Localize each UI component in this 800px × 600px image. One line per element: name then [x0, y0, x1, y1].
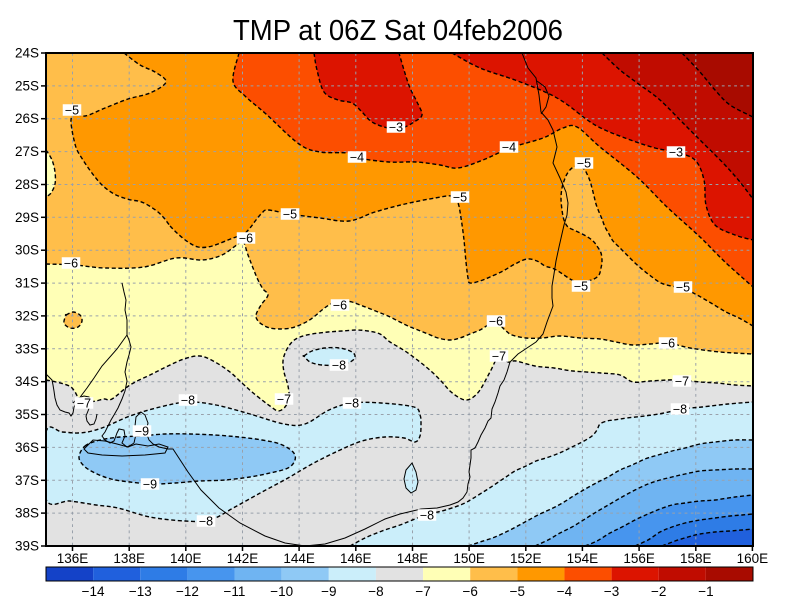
svg-text:−8: −8 [673, 402, 687, 416]
svg-text:138E: 138E [113, 551, 145, 566]
svg-text:34S: 34S [15, 374, 39, 389]
svg-text:−9: −9 [135, 424, 149, 438]
svg-text:−8: −8 [420, 508, 434, 522]
svg-text:−8: −8 [199, 514, 213, 528]
svg-text:156E: 156E [623, 551, 655, 566]
svg-text:140E: 140E [170, 551, 202, 566]
svg-text:26S: 26S [15, 111, 39, 126]
svg-text:−8: −8 [345, 396, 359, 410]
svg-text:−13: −13 [129, 584, 152, 599]
svg-text:−3: −3 [389, 120, 403, 134]
svg-text:−6: −6 [661, 336, 675, 350]
svg-text:150E: 150E [453, 551, 485, 566]
svg-text:−5: −5 [283, 207, 297, 221]
svg-text:−6: −6 [462, 584, 477, 599]
svg-text:−4: −4 [557, 584, 573, 599]
svg-text:−5: −5 [676, 280, 690, 294]
svg-text:31S: 31S [15, 276, 39, 291]
svg-text:−9: −9 [143, 477, 157, 491]
svg-text:24S: 24S [15, 46, 39, 61]
svg-text:27S: 27S [15, 144, 39, 159]
svg-text:−6: −6 [64, 256, 78, 270]
svg-text:−8: −8 [332, 358, 346, 372]
svg-text:−9: −9 [321, 584, 336, 599]
svg-text:−6: −6 [333, 298, 347, 312]
svg-text:32S: 32S [15, 308, 39, 323]
svg-text:160E: 160E [737, 551, 769, 566]
svg-text:TMP at 06Z Sat 04feb2006: TMP at 06Z Sat 04feb2006 [233, 15, 563, 47]
svg-text:158E: 158E [680, 551, 712, 566]
svg-text:−5: −5 [453, 190, 467, 204]
svg-text:33S: 33S [15, 341, 39, 356]
svg-text:136E: 136E [57, 551, 89, 566]
svg-text:−7: −7 [415, 584, 430, 599]
svg-text:−7: −7 [277, 392, 291, 406]
svg-text:−7: −7 [492, 349, 506, 363]
svg-text:38S: 38S [15, 506, 39, 521]
svg-text:146E: 146E [340, 551, 372, 566]
svg-text:−8: −8 [181, 393, 195, 407]
svg-text:148E: 148E [397, 551, 429, 566]
svg-text:142E: 142E [227, 551, 259, 566]
svg-text:−2: −2 [651, 584, 666, 599]
svg-text:36S: 36S [15, 440, 39, 455]
svg-text:−4: −4 [350, 150, 364, 164]
svg-text:−7: −7 [675, 374, 689, 388]
svg-text:−5: −5 [65, 103, 79, 117]
svg-text:−10: −10 [270, 584, 293, 599]
svg-text:−6: −6 [489, 314, 503, 328]
svg-text:−3: −3 [669, 145, 683, 159]
svg-text:−8: −8 [368, 584, 383, 599]
svg-text:−14: −14 [82, 584, 105, 599]
svg-text:39S: 39S [15, 539, 39, 554]
svg-text:−7: −7 [77, 396, 91, 410]
svg-text:35S: 35S [15, 407, 39, 422]
svg-text:25S: 25S [15, 78, 39, 93]
svg-text:−12: −12 [176, 584, 199, 599]
svg-text:154E: 154E [567, 551, 599, 566]
svg-text:−6: −6 [239, 231, 253, 245]
svg-text:37S: 37S [15, 473, 39, 488]
svg-text:144E: 144E [283, 551, 315, 566]
svg-text:−3: −3 [604, 584, 619, 599]
svg-text:30S: 30S [15, 243, 39, 258]
svg-text:152E: 152E [510, 551, 542, 566]
svg-text:−5: −5 [510, 584, 525, 599]
svg-text:−5: −5 [574, 279, 588, 293]
svg-text:−4: −4 [502, 140, 516, 154]
svg-text:−5: −5 [577, 156, 591, 170]
svg-text:29S: 29S [15, 210, 39, 225]
svg-text:−11: −11 [224, 584, 246, 599]
svg-text:28S: 28S [15, 177, 39, 192]
svg-text:−1: −1 [698, 584, 713, 599]
